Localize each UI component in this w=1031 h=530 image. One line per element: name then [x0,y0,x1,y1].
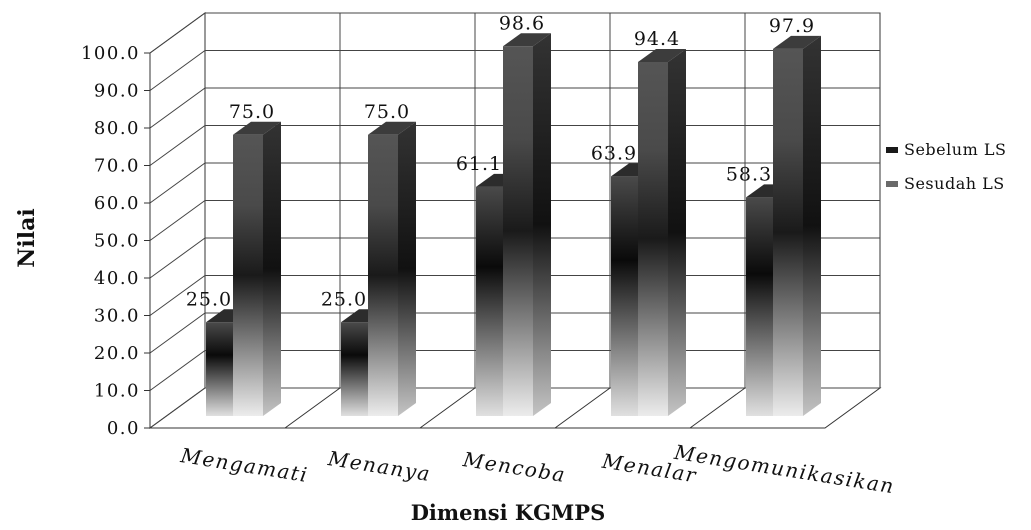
legend-label: Sebelum LS [904,140,1006,159]
bar-front [476,186,506,416]
bar-front [773,48,803,416]
floor-divider [554,387,611,429]
y-tick-label: 20.0 [94,343,140,364]
y-axis: 0.0 10.0 20.0 30.0 40.0 50.0 60.0 70.0 80.0 90.0 1… [81,43,151,439]
bar-side [398,121,416,416]
x-tick-label: Mengomunikasikan [672,440,897,499]
bar [638,49,686,416]
x-axis: Mengamati Menanya Mencoba MenalarMengomunik… [178,440,896,499]
data-label: 63.9 [591,142,637,164]
legend-swatch [886,147,898,153]
y-tick-label: 100.0 [81,43,140,64]
data-label: 61.1 [456,153,502,175]
bar-front [746,197,776,416]
legend: Sebelum LS Sesudah LS [886,140,1006,193]
floor-divider [284,387,341,429]
bar [773,35,821,416]
data-label: 75.0 [229,101,275,123]
y-tick-label: 40.0 [94,268,140,289]
floor-divider [419,387,476,429]
bar-front [638,62,668,416]
legend-label: Sesudah LS [904,174,1005,193]
bar [233,121,281,416]
y-axis-title: Nilai [14,208,40,267]
x-tick-label: Mencoba [461,447,568,487]
bar-front [611,176,641,416]
y-tick-label: 30.0 [94,306,140,327]
bar-side [533,33,551,416]
y-tick-label: 10.0 [94,381,140,402]
bar-side [668,49,686,416]
y-tick-label: 50.0 [94,231,140,252]
bar-front [503,46,533,416]
data-label: 75.0 [364,101,410,123]
y-tick-label: 70.0 [94,156,140,177]
gridline [149,12,880,54]
bar-front [233,134,263,416]
bar-front [206,322,236,416]
x-axis-title: Dimensi KGMPS [411,500,606,525]
y-tick-label: 90.0 [94,81,140,102]
bar [368,121,416,416]
data-label: 94.4 [634,28,680,50]
y-tick-label: 80.0 [94,118,140,139]
data-label: 25.0 [186,288,232,310]
y-tick-label: 60.0 [94,193,140,214]
bar-side [803,35,821,416]
data-label: 98.6 [499,12,545,34]
bar-top [503,33,551,47]
y-tick-label: 0.0 [107,418,140,439]
bar-top [638,49,686,62]
bar-front [368,134,398,416]
data-label: 97.9 [769,15,815,37]
bar-top [233,121,281,135]
bar-top [773,35,821,49]
x-tick-label: Menanya [326,446,433,486]
floor-divider [689,387,746,429]
bar-side [263,121,281,416]
legend-swatch [886,181,898,187]
bars: 25.0 75.0 25.0 75.0 61.1 98.6 63.9 94.4 58.3 97.9 [186,12,821,416]
bar-top [368,121,416,135]
data-label: 25.0 [321,288,367,310]
data-label: 58.3 [726,163,772,185]
bar [503,33,551,416]
bar-front [341,322,371,416]
x-tick-label: Mengamati [178,443,310,487]
